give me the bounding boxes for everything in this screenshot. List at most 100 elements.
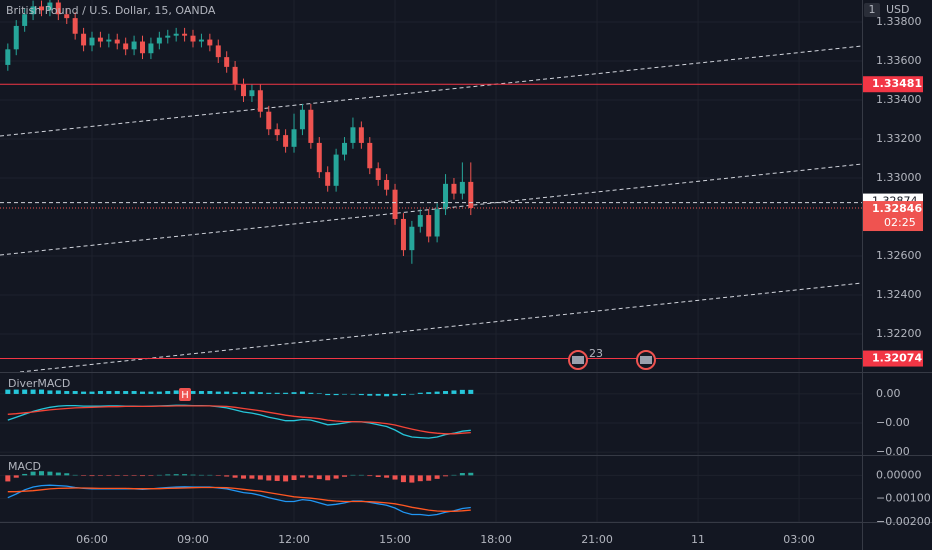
histogram-bar — [451, 390, 457, 394]
event-flag — [572, 356, 584, 364]
histogram-bar — [417, 475, 423, 482]
y-tick-label: −0.00200 — [876, 515, 931, 528]
histogram-bar — [165, 391, 171, 394]
y-tick-label: 1.33600 — [876, 54, 922, 67]
histogram-bar — [358, 393, 364, 396]
histogram-bar — [123, 391, 129, 394]
countdown-label: 02:25 — [884, 216, 916, 229]
histogram-bar — [443, 475, 449, 477]
candle-body — [224, 57, 230, 67]
histogram-bar — [173, 390, 179, 394]
candle-body — [47, 2, 53, 11]
candle-body — [459, 181, 465, 194]
chart-title: British Pound / U.S. Dollar, 15, OANDA — [6, 4, 216, 17]
candle-body — [468, 181, 474, 209]
candle-body — [55, 2, 61, 15]
candle-body — [367, 142, 373, 169]
price-level-box — [863, 76, 923, 93]
histogram-bar — [47, 471, 53, 476]
candle-body — [257, 90, 263, 112]
price-level-box — [863, 350, 923, 367]
histogram-bar — [5, 389, 11, 394]
histogram-bar — [468, 389, 474, 394]
histogram-bar — [434, 475, 440, 479]
histogram-bar — [81, 391, 87, 394]
y-tick-label: 1.33000 — [876, 171, 922, 184]
histogram-bar — [156, 391, 162, 394]
histogram-bar — [81, 475, 87, 476]
histogram-bar — [55, 472, 61, 476]
x-tick-label: 03:00 — [783, 533, 815, 546]
signal-line — [7, 405, 471, 435]
candle-body — [266, 111, 272, 130]
histogram-bar — [283, 392, 289, 394]
histogram-bar — [325, 475, 331, 481]
y-tick-label: 1.33800 — [876, 15, 922, 28]
histogram-bar — [89, 391, 95, 394]
histogram-bar — [114, 391, 120, 394]
last-price-label: 1.32846 — [872, 202, 922, 215]
y-tick-label: 1.33200 — [876, 132, 922, 145]
histogram-bar — [97, 475, 103, 476]
histogram-bar — [367, 475, 373, 477]
histogram-bar — [140, 391, 146, 394]
candle-body — [81, 33, 87, 46]
macd-line — [7, 404, 471, 439]
histogram-bar — [72, 474, 78, 476]
candle-body — [22, 14, 28, 26]
histogram-bar — [190, 474, 196, 476]
candle-body — [97, 37, 103, 42]
histogram-bar — [409, 393, 415, 395]
histogram-bar — [106, 475, 112, 476]
candle-body — [123, 43, 129, 50]
histogram-bar — [375, 393, 381, 396]
histogram-bar — [198, 391, 204, 394]
y-tick-label: −0.00 — [876, 445, 910, 458]
candle-body — [114, 39, 120, 44]
x-tick-label: 15:00 — [379, 533, 411, 546]
histogram-bar — [47, 390, 53, 394]
histogram-bar — [384, 475, 390, 478]
histogram-bar — [308, 475, 314, 478]
histogram-bar — [207, 474, 213, 476]
histogram-bar — [148, 475, 154, 476]
histogram-bar — [224, 391, 230, 394]
histogram-bar — [224, 475, 230, 477]
candle-body — [392, 189, 398, 219]
x-tick-label: 12:00 — [278, 533, 310, 546]
y-tick-label: −0.00 — [876, 416, 910, 429]
trend-line — [19, 282, 863, 373]
histogram-bar — [89, 475, 95, 477]
histogram-bar — [131, 475, 137, 476]
histogram-bar — [400, 393, 406, 396]
candle-body — [198, 39, 204, 42]
y-tick-label: −0.00100 — [876, 492, 931, 505]
histogram-bar — [30, 389, 36, 394]
candle-body — [131, 41, 137, 50]
histogram-bar — [316, 475, 322, 480]
histogram-bar — [299, 391, 305, 394]
y-tick-label: 0.00000 — [876, 468, 922, 481]
histogram-bar — [283, 475, 289, 482]
histogram-bar — [291, 475, 297, 481]
candle-body — [451, 183, 457, 194]
histogram-bar — [342, 393, 348, 395]
candle-body — [426, 215, 432, 237]
trend-line — [0, 45, 863, 137]
histogram-bar — [316, 393, 322, 394]
candle-body — [283, 135, 289, 147]
candle-body — [173, 33, 179, 36]
histogram-bar — [392, 393, 398, 396]
plot: H — [0, 0, 862, 517]
scale-badge-box — [864, 3, 880, 17]
candle-body — [72, 18, 78, 34]
histogram-bar — [266, 475, 272, 481]
histogram-bar — [249, 475, 255, 479]
histogram-bar — [198, 474, 204, 476]
candle-body — [417, 215, 423, 227]
histogram-bar — [417, 392, 423, 394]
candle-body — [148, 43, 154, 54]
histogram-bar — [249, 391, 255, 394]
price-level-label: 1.33481 — [872, 77, 922, 90]
